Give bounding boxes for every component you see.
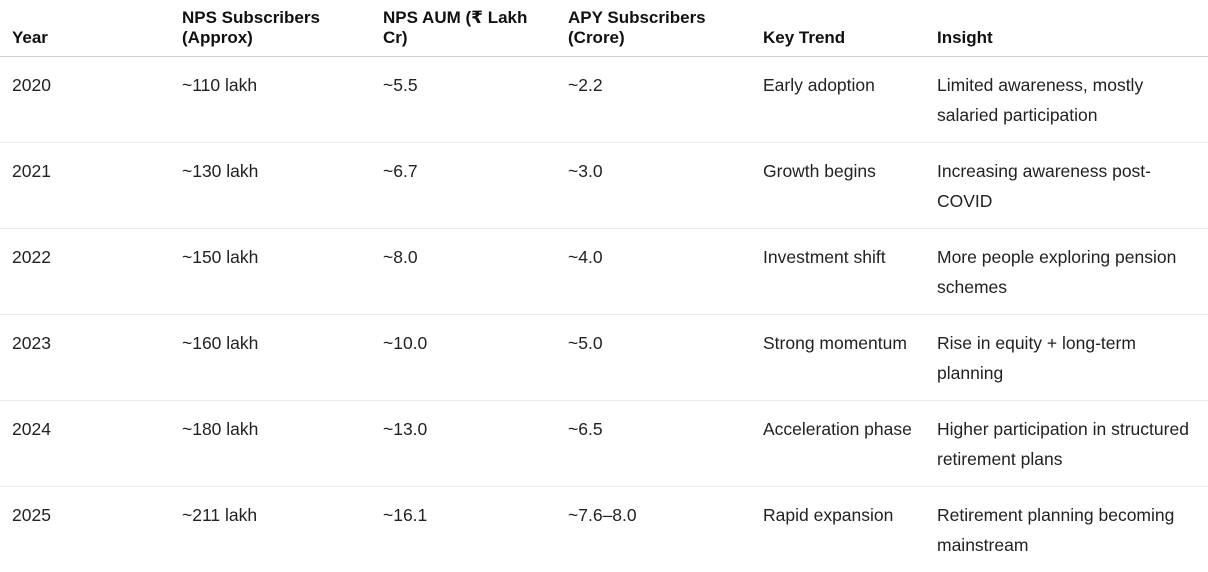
table-header-row: Year NPS Subscribers (Approx) NPS AUM (₹… bbox=[0, 0, 1208, 57]
cell-year: 2020 bbox=[0, 57, 170, 143]
cell-key-trend: Strong momentum bbox=[751, 315, 925, 401]
cell-nps-aum: ~10.0 bbox=[371, 315, 556, 401]
cell-nps-subscribers: ~150 lakh bbox=[170, 229, 371, 315]
header-apy-subscribers: APY Subscribers (Crore) bbox=[556, 0, 751, 57]
table-row: 2025 ~211 lakh ~16.1 ~7.6–8.0 Rapid expa… bbox=[0, 487, 1208, 572]
cell-insight: Limited awareness, mostly salaried parti… bbox=[925, 57, 1208, 143]
cell-nps-subscribers: ~110 lakh bbox=[170, 57, 371, 143]
cell-nps-aum: ~5.5 bbox=[371, 57, 556, 143]
cell-nps-aum: ~8.0 bbox=[371, 229, 556, 315]
cell-insight: Higher participation in structured retir… bbox=[925, 401, 1208, 487]
cell-key-trend: Acceleration phase bbox=[751, 401, 925, 487]
table-header: Year NPS Subscribers (Approx) NPS AUM (₹… bbox=[0, 0, 1208, 57]
cell-year: 2022 bbox=[0, 229, 170, 315]
cell-apy-subscribers: ~4.0 bbox=[556, 229, 751, 315]
table-body: 2020 ~110 lakh ~5.5 ~2.2 Early adoption … bbox=[0, 57, 1208, 572]
cell-key-trend: Growth begins bbox=[751, 143, 925, 229]
cell-nps-subscribers: ~211 lakh bbox=[170, 487, 371, 572]
cell-year: 2024 bbox=[0, 401, 170, 487]
header-nps-subscribers: NPS Subscribers (Approx) bbox=[170, 0, 371, 57]
table-row: 2021 ~130 lakh ~6.7 ~3.0 Growth begins I… bbox=[0, 143, 1208, 229]
cell-apy-subscribers: ~3.0 bbox=[556, 143, 751, 229]
cell-nps-subscribers: ~160 lakh bbox=[170, 315, 371, 401]
cell-nps-aum: ~16.1 bbox=[371, 487, 556, 572]
cell-nps-aum: ~6.7 bbox=[371, 143, 556, 229]
cell-year: 2021 bbox=[0, 143, 170, 229]
header-key-trend: Key Trend bbox=[751, 0, 925, 57]
header-year: Year bbox=[0, 0, 170, 57]
cell-apy-subscribers: ~7.6–8.0 bbox=[556, 487, 751, 572]
cell-apy-subscribers: ~6.5 bbox=[556, 401, 751, 487]
cell-insight: Increasing awareness post-COVID bbox=[925, 143, 1208, 229]
cell-year: 2025 bbox=[0, 487, 170, 572]
cell-year: 2023 bbox=[0, 315, 170, 401]
cell-apy-subscribers: ~2.2 bbox=[556, 57, 751, 143]
data-table-container: Year NPS Subscribers (Approx) NPS AUM (₹… bbox=[0, 0, 1208, 537]
cell-key-trend: Rapid expansion bbox=[751, 487, 925, 572]
cell-insight: Rise in equity + long-term planning bbox=[925, 315, 1208, 401]
table-row: 2020 ~110 lakh ~5.5 ~2.2 Early adoption … bbox=[0, 57, 1208, 143]
header-insight: Insight bbox=[925, 0, 1208, 57]
cell-nps-subscribers: ~180 lakh bbox=[170, 401, 371, 487]
cell-insight: More people exploring pension schemes bbox=[925, 229, 1208, 315]
cell-apy-subscribers: ~5.0 bbox=[556, 315, 751, 401]
header-nps-aum: NPS AUM (₹ Lakh Cr) bbox=[371, 0, 556, 57]
cell-nps-aum: ~13.0 bbox=[371, 401, 556, 487]
cell-nps-subscribers: ~130 lakh bbox=[170, 143, 371, 229]
table-row: 2024 ~180 lakh ~13.0 ~6.5 Acceleration p… bbox=[0, 401, 1208, 487]
cell-key-trend: Investment shift bbox=[751, 229, 925, 315]
table-row: 2022 ~150 lakh ~8.0 ~4.0 Investment shif… bbox=[0, 229, 1208, 315]
table-row: 2023 ~160 lakh ~10.0 ~5.0 Strong momentu… bbox=[0, 315, 1208, 401]
cell-key-trend: Early adoption bbox=[751, 57, 925, 143]
cell-insight: Retirement planning becoming mainstream bbox=[925, 487, 1208, 572]
